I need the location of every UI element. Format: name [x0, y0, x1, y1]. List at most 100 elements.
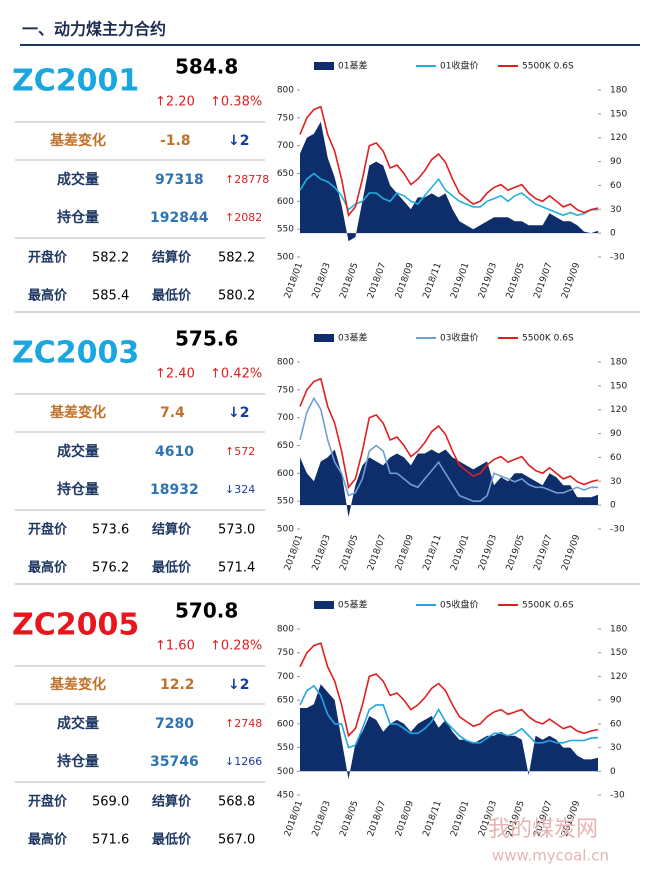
x-tick-label: 2018/03 [311, 533, 333, 572]
oi-label: 持仓量 [57, 481, 99, 498]
x-tick-label: 2018/09 [394, 799, 416, 838]
volume-label: 成交量 [57, 715, 99, 732]
y2-tick-label: 180 [610, 625, 627, 635]
legend-swatch [314, 62, 334, 70]
y-tick-label: 800 [277, 86, 294, 96]
legend-label: 05收盘价 [440, 599, 478, 611]
x-tick-label: 2018/05 [338, 799, 360, 838]
y2-tick-label: 180 [610, 86, 627, 96]
y-tick-label: 700 [277, 672, 294, 682]
y-tick-label: 800 [277, 625, 294, 635]
y-tick-label: 500 [277, 767, 294, 777]
high-label: 最高价 [28, 832, 68, 848]
page-title: 一、动力煤主力合约 [22, 20, 166, 39]
low: 580.2 [218, 289, 255, 304]
change-pct: ↑0.28% [210, 639, 262, 654]
y-tick-label: 700 [277, 141, 294, 151]
y2-tick-label: -30 [610, 791, 625, 801]
price-line [299, 396, 598, 502]
legend-label: 03收盘价 [440, 332, 478, 344]
y-tick-label: 650 [277, 169, 294, 179]
x-tick-label: 2018/07 [366, 799, 388, 838]
y2-tick-label: 150 [610, 381, 627, 391]
x-tick-label: 2018/11 [422, 261, 444, 300]
open-label: 开盘价 [28, 250, 68, 266]
price: 584.8 [175, 55, 238, 79]
oi-change: ↑2082 [225, 211, 262, 224]
open: 569.0 [92, 795, 129, 810]
y-tick-label: 500 [277, 525, 294, 535]
x-tick-label: 2018/07 [366, 533, 388, 572]
legend-label: 01收盘价 [440, 60, 478, 72]
settle-label: 结算价 [152, 794, 192, 810]
oi-label: 持仓量 [57, 209, 99, 226]
oi-change: ↓324 [225, 483, 255, 496]
x-tick-label: 2019/07 [532, 261, 554, 300]
legend-swatch [314, 601, 334, 609]
low-label: 最低价 [152, 832, 192, 848]
y-tick-label: 500 [277, 253, 294, 263]
price-line [299, 642, 599, 738]
change: ↑1.60 [155, 639, 195, 654]
settle: 582.2 [218, 251, 255, 266]
high: 585.4 [92, 289, 129, 304]
y-tick-label: 750 [277, 113, 294, 123]
y2-tick-label: -30 [610, 253, 625, 263]
x-tick-label: 2018/03 [311, 799, 333, 838]
x-tick-label: 2018/01 [283, 533, 305, 572]
x-tick-label: 2018/05 [338, 533, 360, 572]
x-tick-label: 2018/01 [283, 261, 305, 300]
high-label: 最高价 [28, 560, 68, 576]
y2-tick-label: -30 [610, 525, 625, 535]
oi-change: ↓1266 [225, 755, 262, 768]
settle: 573.0 [218, 523, 255, 538]
legend-label: 5500K 0.6S [522, 62, 574, 72]
oi: 35746 [150, 754, 199, 770]
open-label: 开盘价 [28, 522, 68, 538]
y2-tick-label: 90 [610, 429, 622, 439]
x-tick-label: 2018/07 [366, 261, 388, 300]
code: ZC2003 [12, 336, 139, 371]
x-tick-label: 2019/01 [449, 533, 471, 572]
watermark-name: 我的煤炭网 [488, 817, 598, 842]
y2-tick-label: 120 [610, 672, 627, 682]
basis-area [300, 684, 598, 780]
y2-tick-label: 180 [610, 358, 627, 368]
y2-tick-label: 30 [610, 743, 622, 753]
y2-tick-label: 0 [610, 767, 616, 777]
volume-change: ↑572 [225, 445, 255, 458]
basis-change-rank: ↓2 [228, 133, 249, 149]
x-tick-label: 2019/09 [560, 533, 582, 572]
settle: 568.8 [218, 795, 255, 810]
x-tick-label: 2018/09 [394, 533, 416, 572]
y-tick-label: 600 [277, 719, 294, 729]
price-line [299, 105, 599, 218]
code: ZC2005 [12, 608, 139, 643]
high-label: 最高价 [28, 288, 68, 304]
x-tick-label: 2019/03 [477, 261, 499, 300]
x-tick-label: 2019/03 [477, 533, 499, 572]
basis-change: -1.8 [160, 133, 191, 149]
y2-tick-label: 30 [610, 205, 622, 215]
legend-label: 03基差 [338, 332, 367, 344]
volume: 7280 [155, 716, 194, 732]
legend-label: 5500K 0.6S [522, 601, 574, 611]
x-tick-label: 2018/11 [422, 799, 444, 838]
x-tick-label: 2018/09 [394, 261, 416, 300]
price-line [299, 172, 598, 217]
y2-tick-label: 60 [610, 453, 622, 463]
oi-label: 持仓量 [57, 753, 99, 770]
y-tick-label: 600 [277, 469, 294, 479]
change-pct: ↑0.38% [210, 95, 262, 110]
settle-label: 结算价 [152, 250, 192, 266]
y2-tick-label: 30 [610, 477, 622, 487]
price: 575.6 [175, 327, 238, 351]
price-line [299, 684, 599, 749]
basis-change: 7.4 [160, 405, 185, 421]
low: 567.0 [218, 833, 255, 848]
price-line [299, 377, 599, 490]
volume-label: 成交量 [57, 443, 99, 460]
x-tick-label: 2019/07 [532, 533, 554, 572]
price: 570.8 [175, 599, 238, 623]
